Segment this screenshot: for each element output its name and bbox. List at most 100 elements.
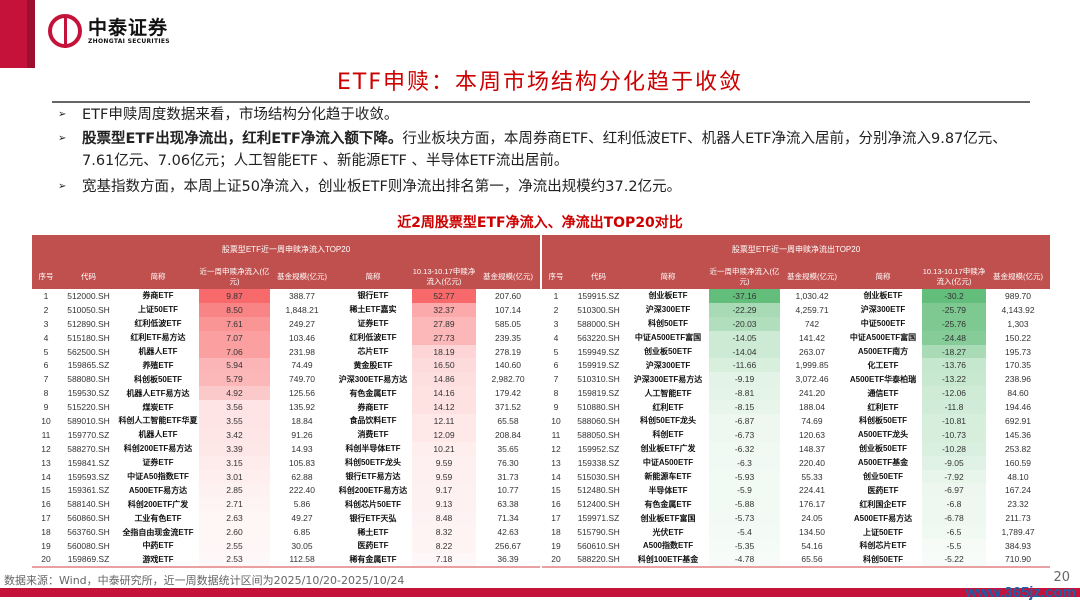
column-header: 代码: [570, 265, 627, 289]
table-cell: 化工ETF: [867, 360, 899, 370]
table-cell: 9: [553, 402, 559, 413]
table-cell: -6.97: [922, 483, 986, 498]
table-cell: 证券ETF: [142, 458, 174, 468]
table-cell: 科创100ETF基金: [637, 554, 699, 564]
table-cell: 中药ETF: [142, 541, 174, 551]
table-cell: 科创50ETF: [862, 554, 903, 564]
table-cell: 510310.SH: [577, 374, 620, 385]
table-cell: 74.69: [801, 415, 823, 426]
column-header: 简称: [334, 265, 412, 289]
table-row: 15 512480.SH 半导体ETF -5.9 224.41 医药ETF -6.97 167…: [542, 483, 1050, 498]
table-cell: 医药ETF: [357, 541, 389, 551]
table-cell: 7: [43, 374, 49, 385]
table-cell: 710.90: [1005, 554, 1031, 565]
table-row: 7 510310.SH 沪深300ETF易方达 -9.19 3,072.46 A500ET…: [542, 372, 1050, 387]
table-cell: 3.39: [199, 441, 270, 456]
bullet-1: ➢ ETF申赎周度数据来看，市场结构分化趋于收敛。: [58, 104, 1038, 126]
table-cell: 220.40: [799, 457, 825, 468]
table-cell: 消费ETF: [357, 430, 389, 440]
table-cell: 749.70: [289, 374, 315, 385]
table-cell: 2: [553, 304, 559, 315]
table-cell: 76.30: [497, 457, 519, 468]
table-cell: 2.55: [199, 539, 270, 553]
table-cell: 红利ETF: [652, 402, 684, 412]
table-cell: 148.37: [799, 443, 825, 454]
table-cell: 103.46: [289, 332, 315, 343]
table-cell: 176.17: [799, 499, 825, 510]
table-cell: 159915.SZ: [577, 290, 620, 301]
table-cell: A500ETF南方: [857, 347, 909, 356]
table-cell: 黄金股ETF: [353, 360, 393, 370]
table-cell: 120.63: [799, 429, 825, 440]
table-cell: 9.59: [412, 469, 476, 484]
table-cell: 512000.SH: [67, 290, 110, 301]
table-cell: -25.76: [922, 316, 986, 331]
table-cell: 84.60: [1007, 388, 1029, 399]
table-cell: 科创芯片50ETF: [344, 499, 401, 509]
table-cell: 创业板50ETF: [858, 444, 907, 454]
table-cell: 创业板ETF广发: [640, 444, 696, 454]
table-cell: 中证A500ETF富国: [849, 333, 917, 343]
table-cell: -5.4: [709, 525, 780, 540]
table-cell: 中证A500ETF: [642, 458, 694, 468]
table-cell: 241.20: [799, 388, 825, 399]
table-cell: 人工智能ETF: [644, 388, 692, 398]
table-cell: 560860.SH: [67, 513, 110, 524]
table-row: 19 560080.SH 中药ETF 2.55 30.05 医药ETF 8.22 256.67: [32, 539, 540, 553]
table-cell: -25.79: [922, 302, 986, 317]
table-cell: 中证A500ETF富国: [634, 333, 702, 343]
table-cell: 科创200ETF易方达: [338, 485, 408, 495]
table-cell: 159530.SZ: [67, 388, 110, 399]
table-cell: 42.63: [497, 527, 519, 538]
table-cell: 18: [551, 527, 561, 538]
table-cell: 3.55: [199, 414, 270, 428]
table-cell: 159819.SZ: [577, 388, 620, 399]
table-cell: 159361.SZ: [67, 485, 110, 496]
table-cell: 249.27: [289, 318, 315, 329]
data-source-note: 数据来源：Wind，中泰研究所，近一周数据统计区间为2025/10/20-202…: [4, 574, 405, 587]
table-cell: 半导体ETF: [648, 485, 688, 495]
table-cell: 135.92: [289, 402, 315, 413]
table-cell: 科创人工智能ETF华夏: [118, 416, 198, 426]
table-cell: 全指自由现金流ETF: [122, 527, 194, 537]
table-cell: 4,143.92: [1001, 304, 1035, 315]
table-cell: 560610.SH: [577, 540, 620, 551]
table-cell: 4.92: [199, 386, 270, 401]
table-cell: 机器人ETF: [138, 430, 178, 440]
table-cell: 1,303: [1007, 318, 1029, 329]
table-cell: 银行ETF天弘: [349, 513, 397, 523]
table-row: 17 560860.SH 工业有色ETF 2.63 49.27 银行ETF天弘 8.48 71…: [32, 511, 540, 526]
table-cell: 科创50ETF龙头: [639, 416, 696, 426]
table-cell: 19: [551, 540, 561, 551]
table-cell: 989.70: [1005, 290, 1031, 301]
table-cell: 稀土ETF嘉实: [349, 305, 397, 315]
table-cell: A500指数ETF: [642, 541, 694, 551]
table-cell: 4: [43, 332, 49, 343]
table-cell: -22.29: [709, 302, 780, 317]
table-cell: 6: [553, 360, 559, 371]
side-accent-bar: [0, 0, 35, 68]
table-cell: 515220.SH: [67, 402, 110, 413]
table-cell: -18.27: [922, 344, 986, 359]
table-cell: 3: [43, 318, 49, 329]
inflow-top20-table: 股票型ETF近一周申赎净流入TOP20 序号 代码 简称 近一周申赎净流入(亿元) 基金规…: [32, 235, 540, 568]
table-cell: -9.05: [922, 455, 986, 470]
table-cell: 2.71: [199, 497, 270, 512]
table-cell: 14: [41, 471, 51, 482]
table-cell: 机器人ETF易方达: [126, 388, 190, 398]
table-cell: 5.94: [199, 358, 270, 373]
table-cell: -6.87: [709, 414, 780, 428]
table-cell: 239.35: [495, 332, 521, 343]
table-cell: 沪深300ETF易方达: [338, 374, 408, 384]
table-cell: 2: [43, 304, 49, 315]
table-cell: 红利低波ETF: [134, 319, 182, 329]
table-cell: -9.19: [709, 372, 780, 387]
table-cell: 8.22: [412, 539, 476, 553]
table-cell: A500ETF龙头: [857, 430, 909, 440]
table-cell: -5.22: [922, 552, 986, 567]
table-cell: 3.56: [199, 400, 270, 415]
table-cell: 13: [551, 457, 561, 468]
table-cell: 36.39: [497, 554, 519, 565]
table-cell: 18: [41, 527, 51, 538]
table-cell: 179.42: [495, 388, 521, 399]
